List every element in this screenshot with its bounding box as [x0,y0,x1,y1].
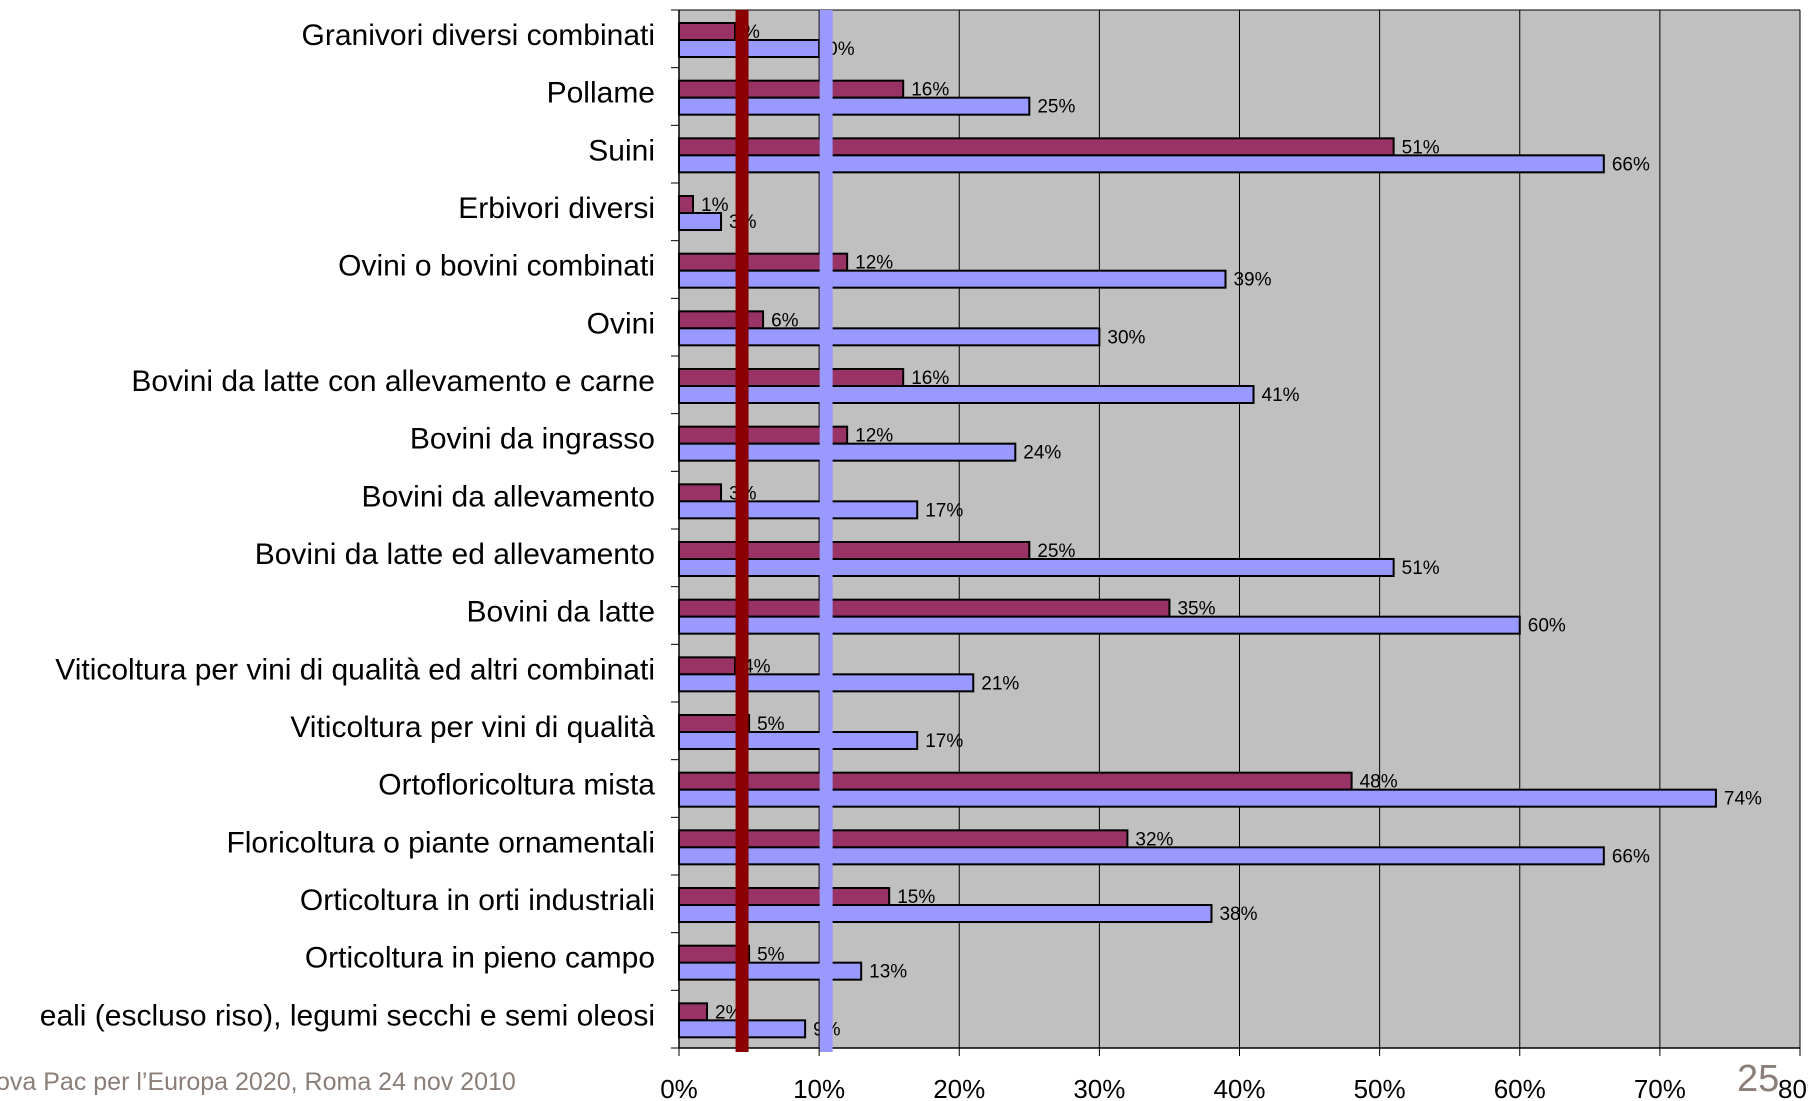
bar-series2 [678,558,1395,577]
data-label: 5% [757,714,785,735]
category-label: Granivori diversi combinati [302,19,655,52]
bar-series1 [678,368,905,387]
category-label: Ovini [587,307,655,340]
data-label: 24% [1023,443,1061,464]
bar-series1 [678,137,1395,157]
data-label: 39% [1233,270,1271,291]
data-label: 1% [701,195,729,216]
reference-lines [735,10,833,1052]
bar-series1 [678,79,905,99]
category-label: Viticoltura per vini di qualità [290,711,655,744]
bar-series1 [678,310,765,330]
x-tick-label: 30% [1073,1074,1125,1100]
category-label: Ovini o bovini combinati [338,250,655,283]
bar-series1 [678,541,1031,560]
category-labels: Granivori diversi combinati Pollame Suini E… [40,19,656,1032]
data-label: 6% [771,310,799,331]
bar-series2 [678,385,1255,404]
bar-series2 [678,904,1213,923]
x-tick-label: 10% [793,1074,845,1100]
data-label: 12% [855,253,893,274]
data-label: 4% [743,656,771,677]
page-number: 25 [1737,1058,1780,1100]
bar-series2 [678,96,1031,116]
bar-series1 [678,887,891,906]
bar-series2 [678,212,723,231]
bar-series2 [678,731,919,750]
category-label: Bovini da latte ed allevamento [255,538,655,571]
data-label: 25% [1037,97,1075,118]
footer-text: ova Pac per l’Europa 2020, Roma 24 nov 2… [0,1068,516,1096]
x-tick-label: 40% [1213,1074,1265,1100]
category-label: Pollame [547,77,655,110]
data-label: 30% [1107,327,1145,348]
x-tick-label: 20% [933,1074,985,1100]
bar-series2 [678,39,821,58]
data-label: 74% [1724,789,1762,810]
x-tick-label: 50% [1354,1074,1406,1100]
bar-series2 [678,442,1017,462]
bar-series2 [678,788,1717,808]
plot-area: %0%16%25%51%66%1%3%12%39%6%30%16%41%12%2… [671,9,1801,1049]
category-label: Bovini da latte [467,596,655,629]
data-label: 51% [1402,558,1440,579]
bar-series1 [678,1002,709,1022]
category-label: Suini [588,134,655,167]
bar-series1 [678,771,1353,791]
category-label: Bovini da allevamento [361,480,655,513]
bar-series1 [678,598,1171,618]
data-label: 16% [911,368,949,389]
category-label: Orticoltura in pieno campo [305,942,655,975]
bar-series1 [678,483,723,503]
bar-series2 [678,500,919,520]
bar-series1 [678,195,695,214]
data-label: 0% [827,39,855,60]
bar-series2 [678,846,1605,866]
data-label: 12% [855,426,893,447]
category-label: eali (escluso riso), legumi secchi e sem… [40,999,655,1032]
category-label: Bovini da ingrasso [410,423,655,456]
data-label: 25% [1037,541,1075,562]
bar-series2 [678,154,1605,174]
x-axis-ticks: 0% 10% 20% 30% 40% 50% 60% 70% 80% [660,1048,1808,1100]
x-tick-label: 70% [1634,1074,1686,1100]
bar-series2 [678,269,1227,289]
data-label: 66% [1612,846,1650,867]
category-label: Viticoltura per vini di qualità ed altri… [55,653,655,686]
data-label: 51% [1402,137,1440,158]
data-label: 15% [897,887,935,908]
data-label: 17% [925,500,963,521]
data-label: 38% [1219,904,1257,925]
x-tick-label: 60% [1494,1074,1546,1100]
data-label: 35% [1177,599,1215,620]
x-tick-label: 0% [660,1074,698,1100]
bar-series1 [678,656,737,676]
bar-series1 [678,22,737,41]
category-label: Orticoltura in orti industriali [300,884,655,917]
category-label: Floricoltura o piante ornamentali [226,826,655,859]
data-label: 21% [981,673,1019,694]
data-label: 41% [1262,385,1300,406]
data-label: 13% [869,962,907,983]
category-label: Erbivori diversi [458,192,655,225]
bar-series2 [678,615,1521,635]
data-label: 66% [1612,154,1650,175]
data-label: 32% [1135,829,1173,850]
category-label: Ortofloricoltura mista [378,769,655,802]
bar-series2 [678,961,863,981]
data-label: 17% [925,731,963,752]
x-tick-label: 80% [1778,1074,1808,1100]
category-label: Bovini da latte con allevamento e carne [131,365,655,398]
data-label: 16% [911,80,949,101]
data-label: 60% [1528,616,1566,637]
data-label: 5% [757,945,785,966]
data-label: 48% [1360,772,1398,793]
